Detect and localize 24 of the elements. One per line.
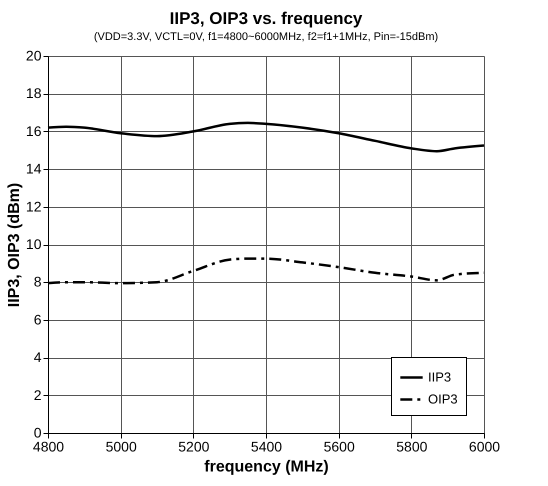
y-tick-label: 4 (34, 349, 42, 366)
y-tick-label: 12 (26, 198, 42, 214)
y-tick-label: 8 (34, 274, 42, 290)
x-tick-label: 5000 (106, 438, 137, 454)
y-tick-label: 0 (34, 424, 42, 440)
x-tick-label: 4800 (32, 438, 64, 454)
y-tick-label: 16 (26, 122, 42, 139)
x-tick-label: 5400 (250, 438, 282, 454)
y-tick-label: 6 (34, 311, 42, 328)
x-tick-label: 5600 (324, 438, 355, 454)
y-tick-label: 14 (26, 160, 42, 177)
chart-title: IIP3, OIP3 vs. frequency (170, 9, 363, 28)
legend-label: IIP3 (428, 370, 452, 384)
x-tick-label: 5800 (396, 438, 428, 454)
y-tick-label: 18 (26, 85, 42, 102)
y-tick-label: 2 (34, 386, 42, 403)
chart-subtitle: (VDD=3.3V, VCTL=0V, f1=4800~6000MHz, f2=f1+1MHz, Pin=-15dBm) (94, 31, 438, 43)
y-axis-title: IIP3, OIP3 (dBm) (6, 182, 23, 308)
legend-label: OIP3 (428, 392, 458, 406)
x-axis-title: frequency (MHz) (204, 458, 329, 476)
x-tick-label: 6000 (468, 438, 500, 454)
x-tick-label: 5200 (178, 438, 210, 454)
y-tick-label: 20 (26, 48, 42, 64)
y-tick-label: 10 (26, 236, 42, 252)
